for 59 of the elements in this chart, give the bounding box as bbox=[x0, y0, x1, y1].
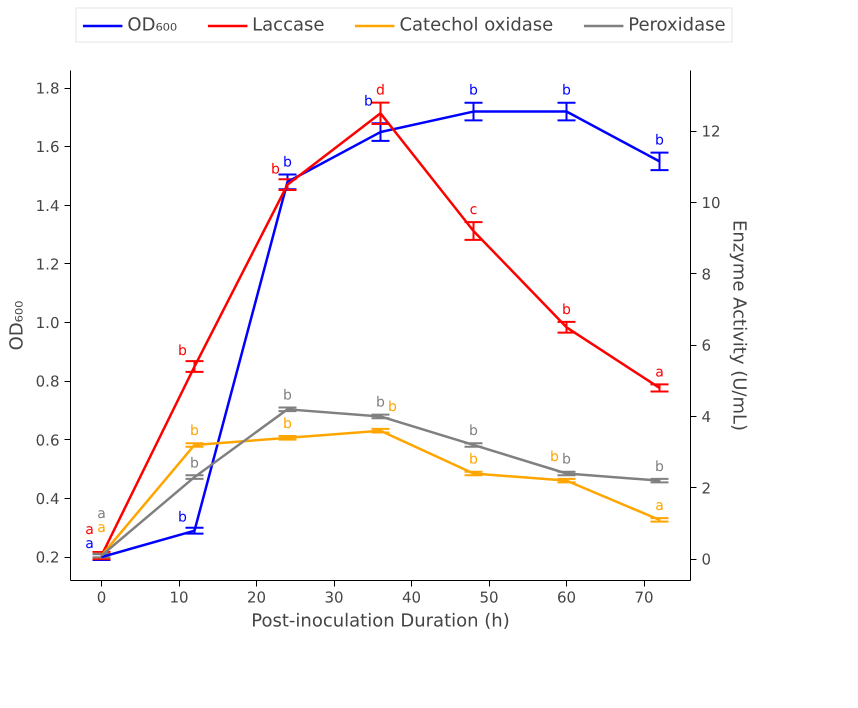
y-tick-label: 0.2 bbox=[36, 548, 60, 567]
data-label: b bbox=[562, 82, 572, 99]
data-label: a bbox=[85, 536, 94, 552]
legend-label: OD₆₀₀ bbox=[127, 14, 178, 36]
y-tick-label: 1.6 bbox=[36, 138, 60, 156]
data-label: b bbox=[562, 452, 572, 468]
data-label: b bbox=[469, 82, 478, 99]
data-label: b bbox=[376, 394, 386, 411]
data-label: b bbox=[283, 154, 292, 171]
data-label: c bbox=[470, 202, 478, 218]
y-tick-label: 1.4 bbox=[36, 196, 60, 215]
y-tick-label: 1.0 bbox=[36, 314, 60, 332]
x-tick-label: 0 bbox=[96, 588, 106, 606]
data-label: b bbox=[469, 423, 478, 440]
x-tick-label: 70 bbox=[634, 588, 654, 606]
y-tick-label: 0.6 bbox=[36, 431, 60, 450]
legend-label: Peroxidase bbox=[628, 14, 726, 36]
data-label: b bbox=[178, 510, 188, 526]
y2-axis-title: Enzyme Activity (U/mL) bbox=[728, 220, 750, 432]
x-tick-label: 20 bbox=[246, 588, 266, 606]
data-label: d bbox=[376, 82, 385, 99]
x-tick-label: 50 bbox=[479, 588, 499, 606]
x-tick-label: 60 bbox=[556, 588, 576, 606]
y2-tick-label: 8 bbox=[702, 265, 712, 284]
data-label: b bbox=[364, 93, 374, 110]
data-label: b bbox=[190, 455, 200, 472]
y-tick-label: 1.8 bbox=[36, 80, 60, 98]
data-label: b bbox=[271, 161, 280, 178]
data-label: a bbox=[97, 506, 106, 522]
data-label: b bbox=[550, 448, 560, 465]
data-label: b bbox=[283, 388, 292, 404]
data-label: b bbox=[388, 398, 398, 415]
data-label: b bbox=[190, 423, 200, 440]
data-label: a bbox=[655, 498, 664, 514]
y2-tick-label: 10 bbox=[702, 194, 721, 212]
legend-label: Catechol oxidase bbox=[399, 14, 554, 36]
y-tick-label: 0.4 bbox=[36, 490, 60, 508]
data-label: a bbox=[97, 520, 106, 536]
y-tick-label: 1.2 bbox=[36, 255, 60, 274]
y2-tick-label: 2 bbox=[702, 479, 712, 498]
data-label: b bbox=[283, 416, 292, 432]
data-label: b bbox=[178, 343, 188, 360]
y2-tick-label: 4 bbox=[702, 408, 712, 426]
data-label: b bbox=[469, 452, 478, 468]
x-tick-label: 30 bbox=[324, 588, 344, 606]
data-label: a bbox=[655, 364, 664, 380]
x-tick-label: 10 bbox=[169, 588, 189, 606]
data-label: b bbox=[655, 132, 664, 149]
y2-tick-label: 6 bbox=[702, 336, 712, 355]
x-axis-title: Post-inoculation Duration (h) bbox=[251, 610, 510, 632]
y-tick-label: 0.8 bbox=[36, 372, 60, 391]
x-tick-label: 40 bbox=[402, 588, 422, 606]
data-label: b bbox=[655, 458, 664, 475]
data-label: a bbox=[85, 522, 94, 538]
data-label: b bbox=[562, 302, 572, 318]
y-axis-title: OD₆₀₀ bbox=[6, 300, 28, 350]
legend-label: Laccase bbox=[252, 14, 324, 36]
y2-tick-label: 0 bbox=[702, 550, 712, 569]
y2-tick-label: 12 bbox=[702, 122, 721, 141]
